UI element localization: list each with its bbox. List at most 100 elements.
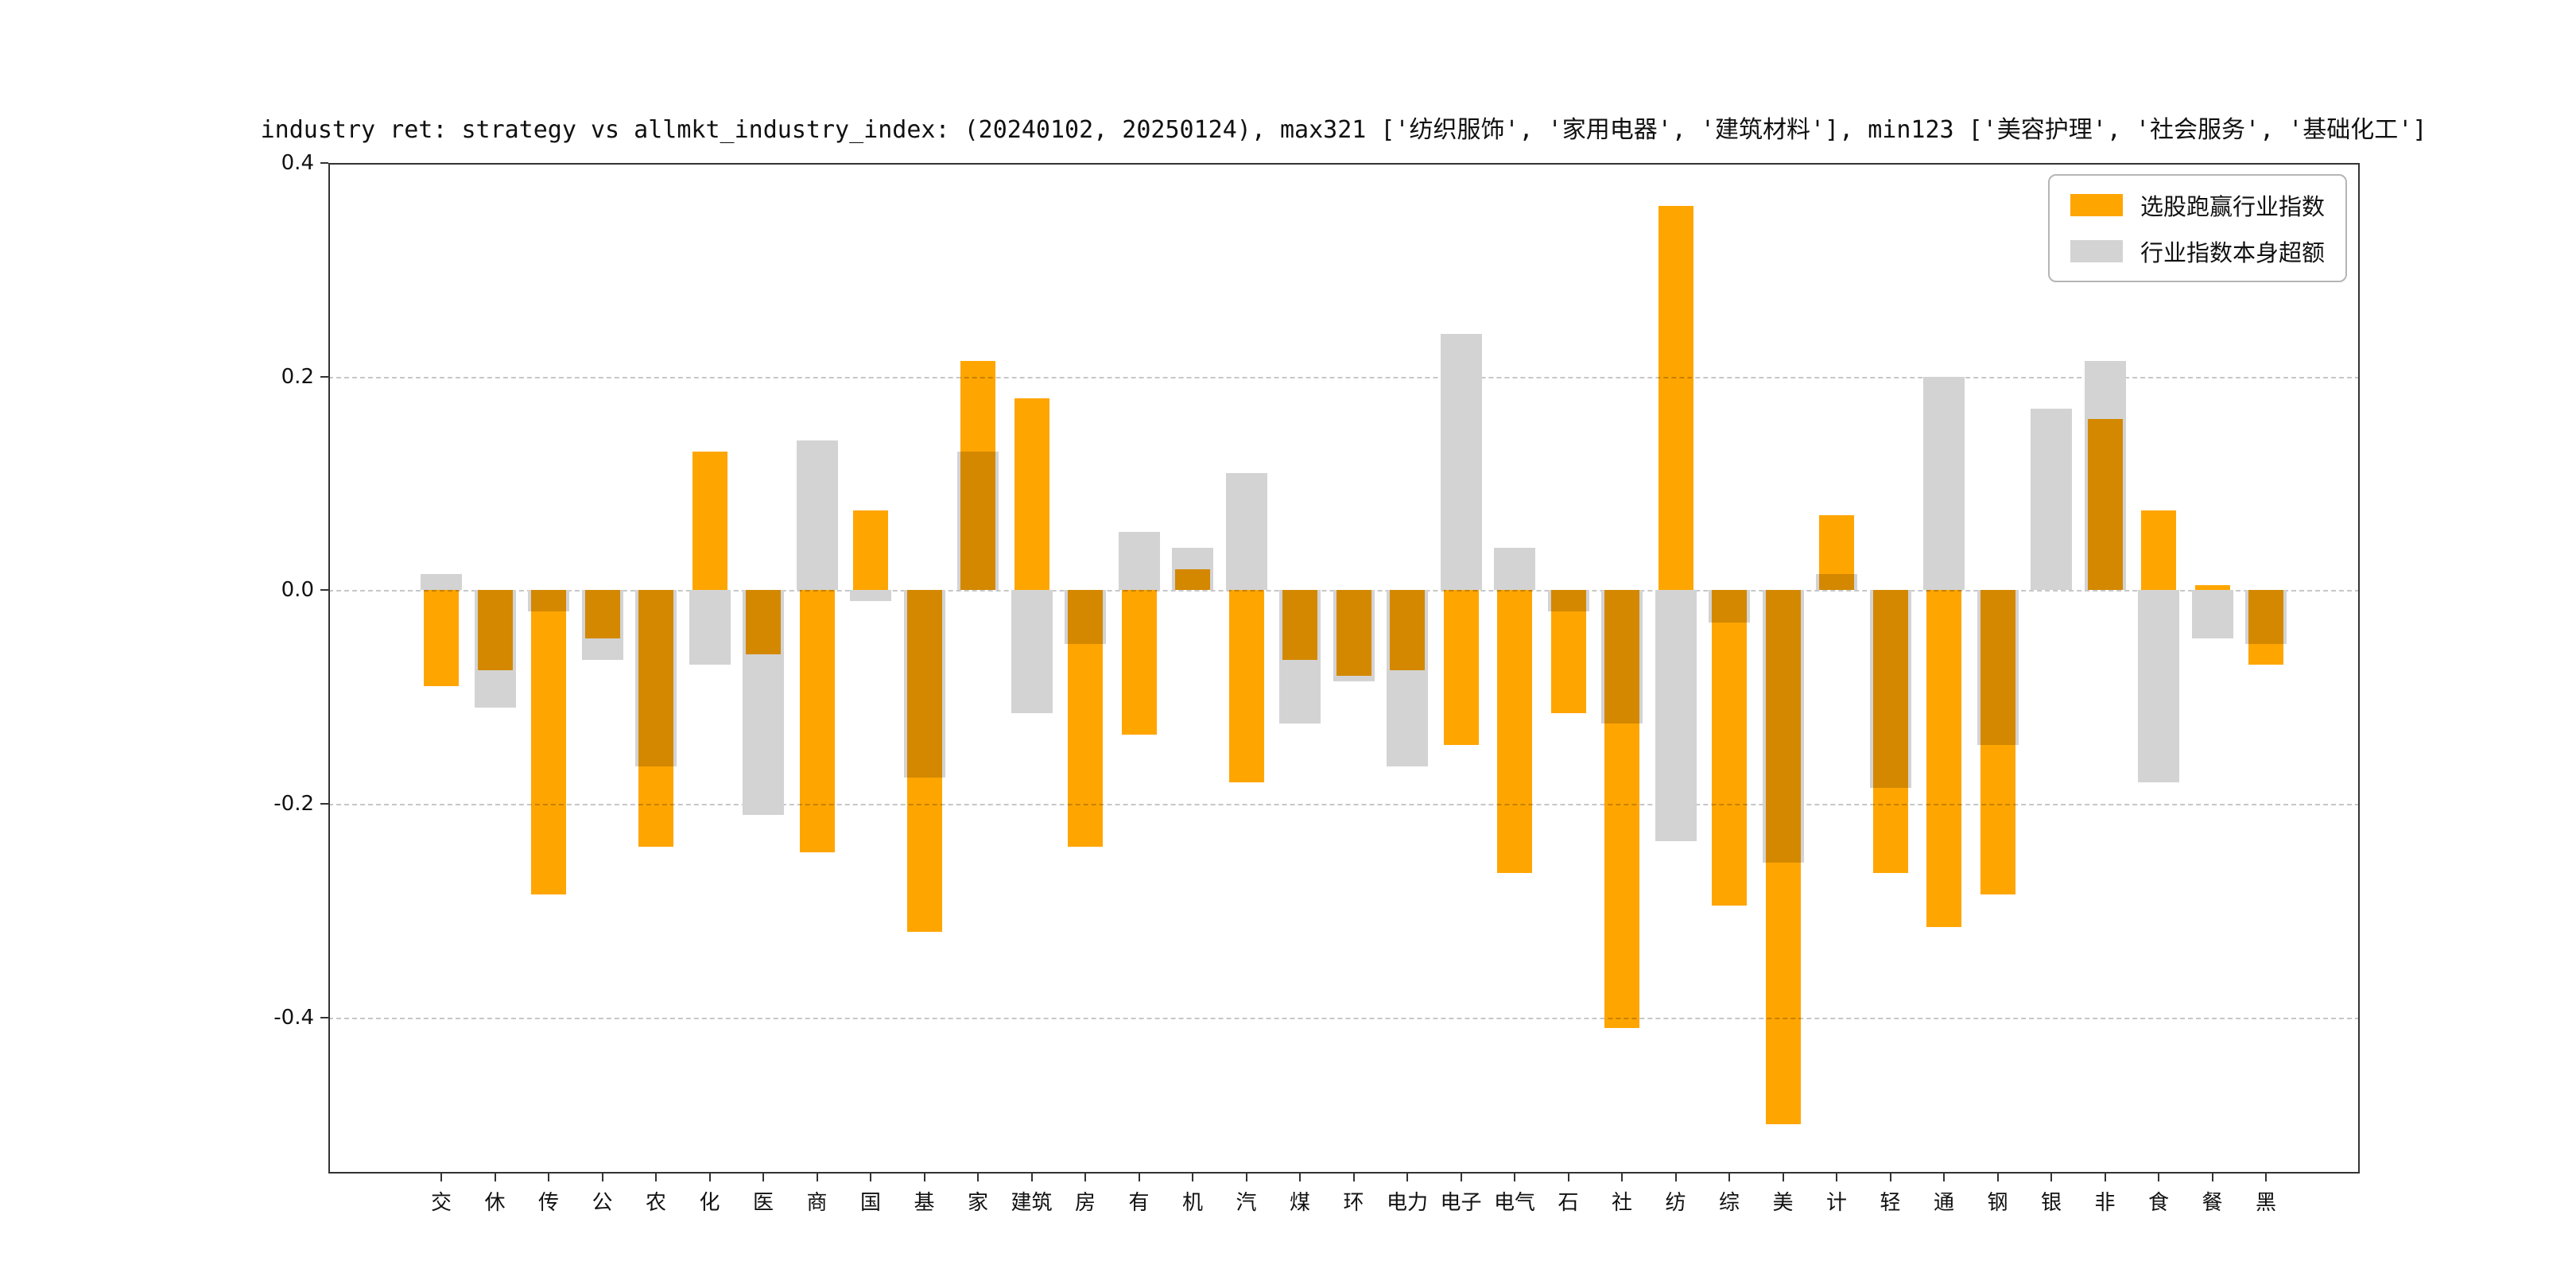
bar-strategy-综: [1712, 590, 1747, 906]
x-tick-label: 汽: [1236, 1191, 1257, 1215]
bar-strategy-钢: [1980, 590, 2015, 895]
x-tick-mark: [977, 1174, 979, 1181]
bar-index-银: [2031, 409, 2072, 591]
bar-strategy-公: [584, 590, 620, 638]
x-tick-mark: [1728, 1174, 1730, 1181]
x-tick-label: 家: [967, 1191, 989, 1215]
legend-entry: 行业指数本身超额: [2070, 235, 2325, 268]
x-tick-mark: [1621, 1174, 1623, 1181]
bar-index-交: [421, 574, 462, 591]
gridline: [328, 1017, 2360, 1019]
legend-swatch-orange: [2070, 194, 2123, 216]
x-tick-mark: [762, 1174, 764, 1181]
x-tick-label: 石: [1558, 1191, 1579, 1215]
x-tick-label: 公: [592, 1191, 613, 1215]
x-tick-mark: [1084, 1174, 1086, 1181]
x-tick-mark: [2158, 1174, 2159, 1181]
x-tick-mark: [1192, 1174, 1193, 1181]
bar-index-餐: [2191, 590, 2233, 638]
y-tick-label: -0.2: [274, 792, 314, 817]
bar-strategy-通: [1926, 590, 1961, 927]
x-tick-label: 餐: [2202, 1191, 2223, 1215]
x-tick-mark: [1836, 1174, 1837, 1181]
bar-strategy-非: [2087, 419, 2123, 591]
legend: 选股跑赢行业指数 行业指数本身超额: [2047, 174, 2347, 282]
x-tick-label: 环: [1343, 1191, 1364, 1215]
x-tick-mark: [1514, 1174, 1515, 1181]
x-tick-mark: [655, 1174, 657, 1181]
gridline: [328, 376, 2360, 378]
bar-strategy-食: [2141, 510, 2176, 591]
x-tick-mark: [923, 1174, 925, 1181]
x-tick-label: 商: [806, 1191, 828, 1215]
x-tick-label: 计: [1825, 1191, 1848, 1215]
legend-swatch-gray: [2070, 240, 2123, 262]
x-tick-mark: [1245, 1174, 1247, 1181]
x-tick-mark: [1782, 1174, 1784, 1181]
bar-strategy-化: [692, 451, 727, 591]
bar-index-纺: [1655, 590, 1697, 842]
x-tick-mark: [708, 1174, 711, 1181]
bar-strategy-轻: [1872, 590, 1908, 874]
x-tick-mark: [1996, 1174, 1999, 1181]
bar-strategy-石: [1550, 590, 1586, 713]
x-tick-label: 食: [2147, 1191, 2170, 1215]
x-tick-label: 化: [699, 1191, 720, 1215]
x-tick-label: 煤: [1289, 1191, 1311, 1215]
x-tick-label: 传: [537, 1191, 560, 1215]
bar-index-有: [1118, 531, 1160, 591]
y-tick-mark: [320, 1016, 328, 1018]
bar-strategy-有: [1121, 590, 1157, 735]
legend-label: 行业指数本身超额: [2140, 239, 2325, 266]
bar-strategy-传: [531, 590, 566, 895]
x-tick-mark: [1674, 1174, 1677, 1181]
bar-index-汽: [1225, 472, 1267, 591]
y-tick-mark: [320, 803, 328, 805]
x-tick-label: 基: [914, 1191, 935, 1215]
x-tick-label: 机: [1181, 1191, 1204, 1215]
x-tick-mark: [2211, 1174, 2213, 1181]
gridline: [328, 804, 2360, 806]
bar-index-电气: [1494, 547, 1535, 591]
x-tick-label: 纺: [1665, 1191, 1686, 1215]
bar-index-建筑: [1011, 590, 1053, 713]
x-tick-mark: [816, 1174, 818, 1181]
x-tick-mark: [1943, 1174, 1945, 1181]
bar-strategy-家: [960, 360, 995, 591]
y-tick-label: 0.0: [281, 578, 314, 603]
x-tick-mark: [494, 1174, 496, 1181]
bar-index-国: [850, 590, 891, 601]
x-tick-label: 美: [1772, 1191, 1794, 1215]
x-tick-label: 电力: [1386, 1191, 1429, 1215]
bar-strategy-房: [1068, 590, 1103, 847]
x-tick-label: 电气: [1493, 1191, 1536, 1215]
x-tick-mark: [440, 1174, 442, 1181]
bar-strategy-基: [906, 590, 942, 933]
x-tick-mark: [1567, 1174, 1569, 1181]
x-tick-label: 银: [2040, 1191, 2062, 1215]
x-tick-label: 建筑: [1011, 1191, 1053, 1215]
bar-index-商: [796, 440, 838, 591]
bar-strategy-电力: [1390, 590, 1425, 671]
bar-strategy-医: [746, 590, 781, 655]
bar-strategy-休: [477, 590, 513, 671]
bar-strategy-社: [1604, 590, 1639, 1029]
bar-strategy-交: [424, 590, 459, 687]
legend-label: 选股跑赢行业指数: [2140, 193, 2325, 220]
x-tick-mark: [548, 1174, 549, 1181]
bar-strategy-纺: [1658, 205, 1693, 591]
y-tick-label: 0.4: [281, 151, 314, 175]
x-tick-label: 轻: [1880, 1191, 1901, 1215]
bar-index-电子: [1440, 333, 1482, 591]
x-tick-mark: [1138, 1174, 1140, 1181]
x-tick-label: 农: [645, 1191, 667, 1215]
bar-strategy-商: [799, 590, 835, 852]
bar-strategy-国: [853, 510, 888, 591]
x-tick-label: 通: [1933, 1191, 1955, 1215]
x-tick-label: 社: [1611, 1191, 1633, 1215]
bar-strategy-黑: [2248, 590, 2283, 665]
x-tick-mark: [2104, 1174, 2106, 1181]
plot-area: 选股跑赢行业指数 行业指数本身超额: [328, 163, 2360, 1174]
y-tick-label: -0.4: [274, 1005, 314, 1030]
